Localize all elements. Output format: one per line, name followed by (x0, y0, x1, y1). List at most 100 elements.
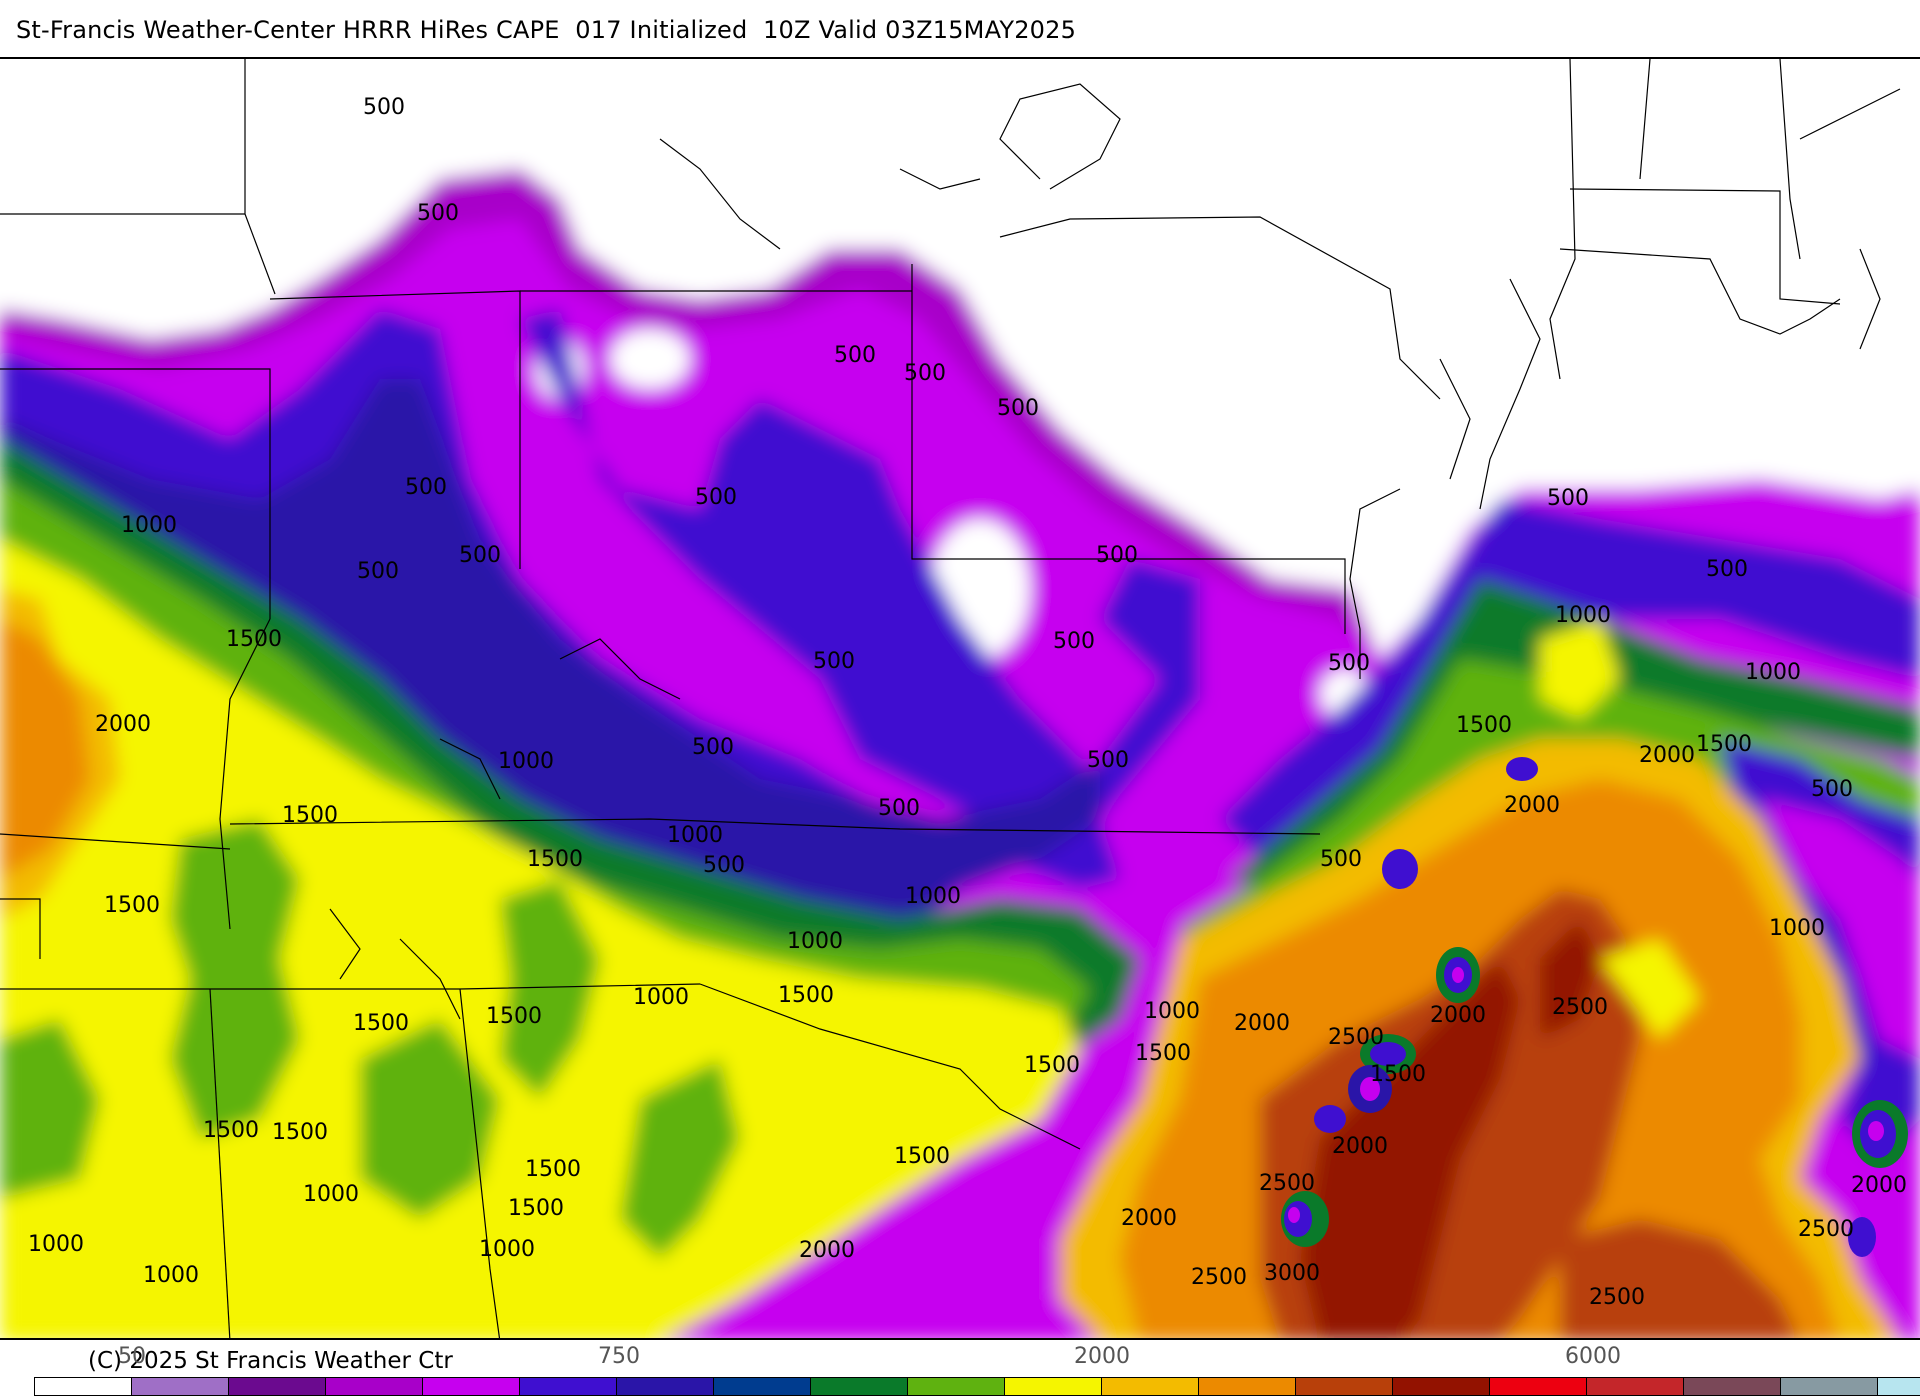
colorbar-swatch (1102, 1378, 1199, 1395)
cape-fill-layers (0, 59, 1920, 1338)
colorbar-swatch (1393, 1378, 1490, 1395)
colorbar-swatch (229, 1378, 326, 1395)
contour-label: 2000 (1121, 1206, 1177, 1231)
contour-label: 500 (1811, 777, 1853, 802)
contour-label: 2000 (1504, 793, 1560, 818)
contour-label: 1000 (1769, 916, 1825, 941)
storm-cells (1281, 757, 1908, 1257)
contour-label: 1000 (28, 1232, 84, 1257)
contour-label: 1000 (303, 1182, 359, 1207)
contour-label: 1000 (479, 1237, 535, 1262)
contour-label: 500 (703, 853, 745, 878)
contour-label: 2500 (1552, 995, 1608, 1020)
colorbar-swatch (423, 1378, 520, 1395)
contour-label: 500 (1087, 748, 1129, 773)
contour-label: 2000 (799, 1238, 855, 1263)
colorbar-swatch (908, 1378, 1005, 1395)
contour-label: 1000 (143, 1263, 199, 1288)
contour-label: 1500 (508, 1196, 564, 1221)
contour-label: 1000 (498, 749, 554, 774)
contour-label: 1500 (1370, 1062, 1426, 1087)
contour-label: 500 (1547, 486, 1589, 511)
colorbar-swatch (35, 1378, 132, 1395)
contour-label: 500 (1320, 847, 1362, 872)
cape-colorbar (34, 1377, 1920, 1396)
contour-label: 1000 (1144, 999, 1200, 1024)
contour-label: 1500 (1024, 1053, 1080, 1078)
contour-label: 500 (1053, 629, 1095, 654)
colorbar-swatch (1878, 1378, 1920, 1395)
contour-label: 1500 (203, 1118, 259, 1143)
contour-label: 500 (692, 735, 734, 760)
map-title: St-Francis Weather-Center HRRR HiRes CAP… (16, 16, 1077, 44)
contour-label: 500 (834, 343, 876, 368)
legend-tick-label: 6000 (1565, 1344, 1621, 1369)
copyright-notice: (C) 2025 St Francis Weather Ctr (88, 1348, 453, 1374)
legend-tick-label: 750 (598, 1344, 640, 1369)
contour-label: 2000 (1332, 1134, 1388, 1159)
colorbar-swatch (1684, 1378, 1781, 1395)
contour-label: 1000 (1745, 660, 1801, 685)
contour-label: 500 (1096, 543, 1138, 568)
colorbar-swatch (617, 1378, 714, 1395)
contour-label: 500 (417, 201, 459, 226)
contour-label: 1500 (282, 803, 338, 828)
colorbar-swatch (1490, 1378, 1587, 1395)
contour-label: 2500 (1798, 1217, 1854, 1242)
contour-label: 500 (997, 396, 1039, 421)
contour-label: 1000 (121, 513, 177, 538)
contour-label: 2000 (95, 712, 151, 737)
contour-label: 1000 (633, 985, 689, 1010)
contour-label: 3000 (1264, 1261, 1320, 1286)
contour-label: 2000 (1851, 1173, 1907, 1198)
contour-label: 500 (357, 559, 399, 584)
contour-label: 2000 (1430, 1003, 1486, 1028)
contour-label: 1500 (1135, 1041, 1191, 1066)
contour-label: 1500 (486, 1004, 542, 1029)
contour-label: 1500 (525, 1157, 581, 1182)
colorbar-swatch (132, 1378, 229, 1395)
contour-label: 1000 (787, 929, 843, 954)
contour-label: 1500 (778, 983, 834, 1008)
contour-label: 500 (1328, 651, 1370, 676)
colorbar-swatch (520, 1378, 617, 1395)
contour-label: 500 (405, 475, 447, 500)
contour-label: 500 (459, 543, 501, 568)
contour-label: 2500 (1191, 1265, 1247, 1290)
colorbar-swatch (1587, 1378, 1684, 1395)
contour-label: 500 (363, 95, 405, 120)
contour-label: 500 (878, 796, 920, 821)
colorbar-swatch (326, 1378, 423, 1395)
colorbar-swatch (714, 1378, 811, 1395)
colorbar-swatch (811, 1378, 908, 1395)
map-canvas: 500 500 500 500 500 500 500 500 500 500 500 500 500 5… (0, 59, 1920, 1338)
contour-label: 1000 (667, 823, 723, 848)
contour-label: 2000 (1234, 1011, 1290, 1036)
contour-labels: 500 500 500 500 500 500 500 500 500 500 500 500 500 5… (28, 95, 1907, 1310)
contour-label: 1500 (226, 627, 282, 652)
political-boundaries (0, 59, 1901, 1338)
contour-label: 500 (904, 361, 946, 386)
contour-label: 2000 (1639, 743, 1695, 768)
contour-label: 1000 (905, 884, 961, 909)
contour-label: 1500 (527, 847, 583, 872)
contour-label: 1500 (353, 1011, 409, 1036)
contour-label: 2500 (1259, 1171, 1315, 1196)
cape-map: 500 500 500 500 500 500 500 500 500 500 500 500 500 5… (0, 57, 1920, 1340)
contour-label: 1500 (894, 1144, 950, 1169)
contour-label: 1500 (1456, 713, 1512, 738)
legend-tick-label: 2000 (1074, 1344, 1130, 1369)
contour-label: 500 (1706, 557, 1748, 582)
contour-label: 1500 (1696, 732, 1752, 757)
colorbar-swatch (1781, 1378, 1878, 1395)
contour-label: 2500 (1589, 1285, 1645, 1310)
contour-label: 1000 (1555, 603, 1611, 628)
contour-label: 1500 (104, 893, 160, 918)
contour-label: 500 (813, 649, 855, 674)
colorbar-swatch (1199, 1378, 1296, 1395)
colorbar-swatch (1296, 1378, 1393, 1395)
legend-tick-label: 50 (118, 1344, 146, 1369)
contour-label: 2500 (1328, 1025, 1384, 1050)
contour-label: 1500 (272, 1120, 328, 1145)
colorbar-swatch (1005, 1378, 1102, 1395)
